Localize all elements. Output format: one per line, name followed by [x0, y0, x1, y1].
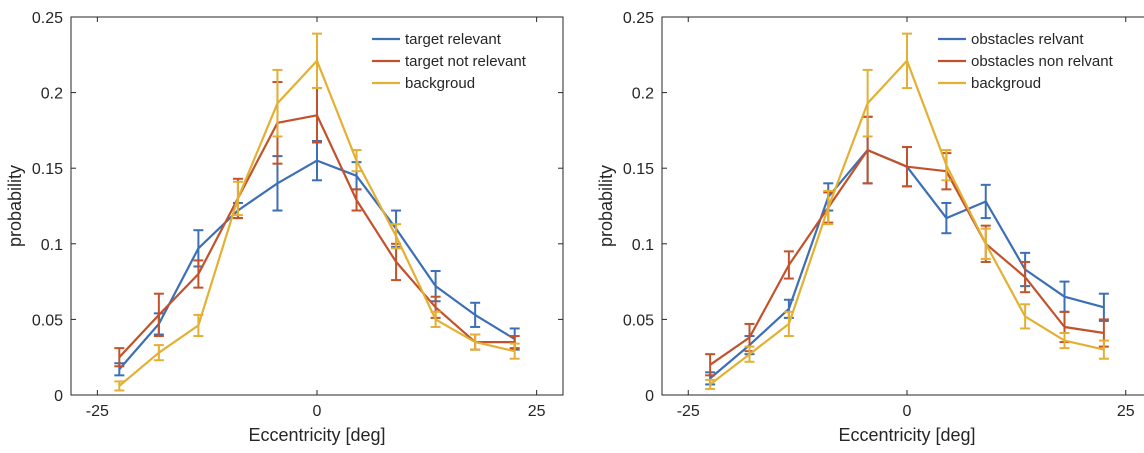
error-bar	[470, 333, 481, 351]
error-bar	[862, 68, 873, 138]
legend-label: backgroud	[405, 75, 475, 92]
error-bar	[312, 139, 322, 182]
y-axis-label: probability	[5, 165, 25, 247]
error-bar	[509, 342, 520, 360]
legend-label: backgroud	[971, 75, 1041, 92]
y-tick-label: 0	[54, 388, 63, 405]
legend: obstacles relvant obstacles non relvant ba…	[938, 31, 1114, 92]
plot-area-frame	[661, 16, 1144, 396]
error-bar	[980, 183, 991, 220]
y-tick-label: 0.15	[623, 161, 654, 178]
error-bar	[391, 223, 402, 250]
y-tick-label: 0.25	[623, 10, 654, 27]
x-tick-label: 25	[528, 403, 546, 420]
error-bar	[351, 188, 362, 212]
error-bar	[114, 347, 125, 368]
x-tick-label: -25	[86, 403, 109, 420]
error-bar	[705, 353, 716, 377]
series-2	[114, 32, 520, 392]
error-bar	[1059, 332, 1070, 350]
y-tick-label: 0.25	[32, 10, 63, 27]
legend-label: target not relevant	[405, 53, 527, 70]
right-chart-panel: 0 0.05 0.1 0.15 0.2 0.25 -25 0 25 Eccentricity [d…	[596, 10, 1144, 445]
x-tick-label: 0	[903, 403, 912, 420]
y-tick-label: 0.1	[632, 237, 654, 254]
error-bar	[783, 250, 794, 280]
x-tick-label: -25	[677, 403, 700, 420]
error-bar	[193, 313, 204, 338]
y-tick-label: 0.2	[41, 86, 63, 103]
y-tick-label: 0.2	[632, 86, 654, 103]
error-bar	[153, 344, 164, 362]
error-bar	[744, 345, 755, 363]
error-bar	[193, 259, 204, 289]
error-bar	[902, 32, 912, 90]
series-line	[709, 59, 1105, 386]
series-1	[114, 81, 520, 368]
y-tick-label: 0.15	[32, 161, 63, 178]
left-chart-panel: 0 0.05 0.1 0.15 0.2 0.25 -25 0 25 Eccentricity [d…	[5, 10, 564, 445]
error-bar	[1020, 303, 1031, 330]
error-bar	[823, 189, 834, 226]
x-axis-label: Eccentricity [deg]	[248, 425, 385, 445]
error-bar	[312, 32, 322, 90]
error-bar	[1020, 260, 1031, 294]
y-tick-label: 0	[645, 388, 654, 405]
error-bar	[941, 149, 952, 182]
error-bar	[470, 301, 481, 328]
x-tick-label: 0	[313, 403, 322, 420]
error-bar	[351, 149, 362, 173]
series-1	[705, 115, 1109, 377]
y-tick-label: 0.05	[32, 312, 63, 329]
error-bar	[114, 380, 125, 392]
y-tick-label: 0.05	[623, 312, 654, 329]
y-axis-label: probability	[596, 165, 616, 247]
legend: target relevant target not relevant backgr…	[372, 31, 527, 92]
legend-label: target relevant	[405, 31, 502, 48]
legend-label: obstacles relvant	[971, 31, 1084, 48]
error-bar	[430, 310, 441, 328]
series-2	[705, 32, 1109, 390]
error-bar	[783, 310, 794, 338]
error-bar	[941, 201, 952, 235]
error-bar	[902, 146, 912, 188]
error-bar	[705, 378, 716, 390]
error-bar	[232, 180, 243, 217]
legend-label: obstacles non relvant	[971, 53, 1114, 70]
x-tick-label: 25	[1117, 403, 1135, 420]
error-bar	[272, 68, 283, 138]
error-bar	[1098, 339, 1109, 360]
y-tick-label: 0.1	[41, 237, 63, 254]
error-bar	[153, 292, 164, 338]
error-bar	[980, 227, 991, 260]
x-axis-label: Eccentricity [deg]	[838, 425, 975, 445]
